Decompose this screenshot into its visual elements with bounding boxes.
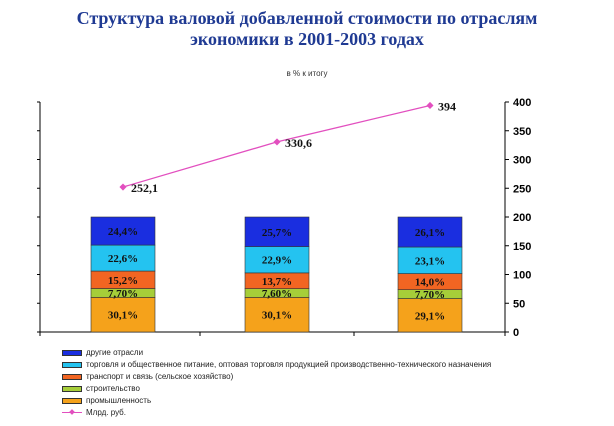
legend-swatch <box>62 385 82 392</box>
y-right-tick-label: 400 <box>513 97 531 109</box>
bar-data-label: 23,1% <box>415 255 445 267</box>
y-right-tick-label: 200 <box>513 212 531 224</box>
bar-data-label: 7,70% <box>108 288 138 300</box>
y-right-tick-label: 350 <box>513 126 531 138</box>
legend-swatch <box>62 361 82 368</box>
bar-data-label: 29,1% <box>415 310 445 322</box>
legend-item: торговля и общественное питание, оптовая… <box>62 360 491 370</box>
bar-segment <box>397 216 463 248</box>
legend-swatch <box>62 397 82 404</box>
bar-data-label: 7,70% <box>415 289 445 301</box>
legend-label: Млрд. руб. <box>86 408 126 417</box>
line-point <box>426 101 434 109</box>
line-data-label: 394 <box>438 99 456 113</box>
line-point <box>119 183 127 191</box>
bar-data-label: 14,0% <box>415 277 445 289</box>
legend-item: промышленность <box>62 396 151 406</box>
y-right-tick-label: 100 <box>513 270 531 282</box>
bar-data-label: 30,1% <box>108 310 138 322</box>
bar-segment <box>244 297 310 333</box>
bar-segment <box>397 298 463 333</box>
y-right-tick-label: 300 <box>513 155 531 167</box>
bar-data-label: 25,7% <box>262 227 292 239</box>
legend-label: строительство <box>86 384 140 393</box>
bar-segment <box>397 246 463 274</box>
bar-segment <box>244 246 310 274</box>
bar-data-label: 22,9% <box>262 255 292 267</box>
bar-data-label: 7,60% <box>262 288 292 300</box>
line-data-label: 252,1 <box>131 181 158 195</box>
y-right-tick-label: 50 <box>513 298 525 310</box>
bar-data-label: 22,6% <box>108 253 138 265</box>
bar-data-label: 24,4% <box>108 226 138 238</box>
legend-item: Млрд. руб. <box>62 408 126 418</box>
y-right-tick-label: 0 <box>513 327 519 339</box>
bar-data-label: 26,1% <box>415 227 445 239</box>
bar-data-label: 30,1% <box>262 310 292 322</box>
legend-item: транспорт и связь (сельское хозяйство) <box>62 372 233 382</box>
chart-title: Структура валовой добавленной стоимости … <box>0 8 614 50</box>
legend-label: торговля и общественное питание, оптовая… <box>86 360 492 369</box>
bar-segment <box>244 216 310 247</box>
line-data-label: 330,6 <box>285 136 312 150</box>
bar-data-label: 13,7% <box>262 276 292 288</box>
legend-swatch <box>62 349 82 356</box>
bar-segment <box>90 216 156 246</box>
legend-item: строительство <box>62 384 140 394</box>
legend-line-marker <box>62 410 82 416</box>
chart-title-line-2: экономики в 2001-2003 годах <box>190 29 424 49</box>
y-right-tick-label: 250 <box>513 183 531 195</box>
legend-label: транспорт и связь (сельское хозяйство) <box>86 372 234 381</box>
legend-item: другие отрасли <box>62 348 143 358</box>
bar-data-label: 15,2% <box>108 275 138 287</box>
y-right-tick-label: 150 <box>513 241 531 253</box>
chart-title-line-1: Структура валовой добавленной стоимости … <box>76 8 538 28</box>
line-series <box>122 104 431 188</box>
legend-label: другие отрасли <box>86 348 144 357</box>
chart-subtitle: в % к итогу <box>287 69 328 78</box>
legend-swatch <box>62 373 82 380</box>
bar-segment <box>90 297 156 333</box>
legend-label: промышленность <box>86 396 152 405</box>
line-point <box>273 138 281 146</box>
